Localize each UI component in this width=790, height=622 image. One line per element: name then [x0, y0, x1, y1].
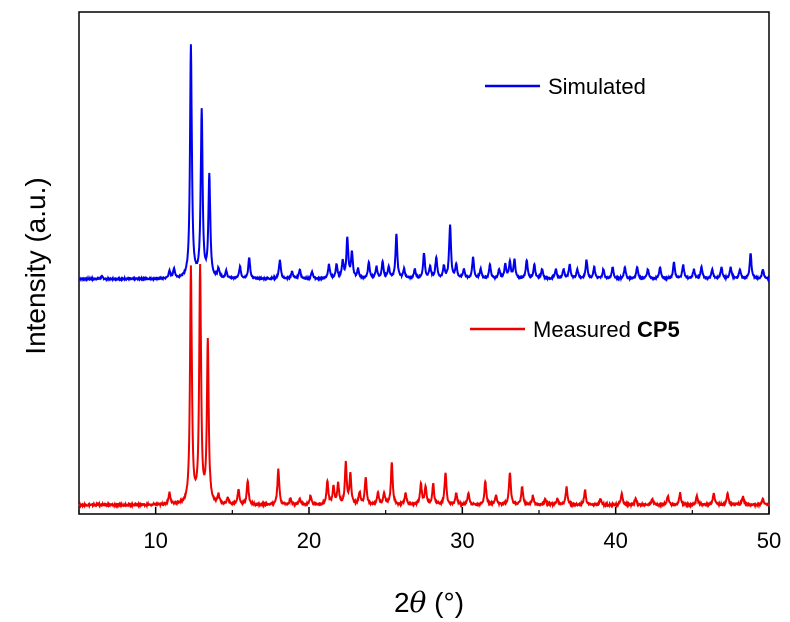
- plot-border: [78, 11, 770, 515]
- legend-entry-measured: Measured CP5: [470, 317, 680, 342]
- x-axis-title-prefix: 2: [394, 587, 410, 618]
- series-line-measured: [78, 263, 770, 510]
- legend-label: Simulated: [548, 74, 646, 99]
- x-axis-title-unit: (°): [426, 587, 464, 618]
- plot-frame: [78, 11, 770, 515]
- series-line-simulated: [78, 44, 770, 283]
- series-layer: [78, 44, 770, 510]
- legend-entry-simulated: Simulated: [485, 74, 646, 99]
- x-tick-label: 50: [757, 528, 781, 553]
- x-tick-label: 40: [603, 528, 627, 553]
- x-axis-title-symbol: θ: [410, 586, 427, 619]
- y-axis-title: Intensity (a.u.): [20, 177, 51, 354]
- legend: Simulated Measured CP5: [470, 74, 680, 342]
- x-axis-title: 2θ (°): [394, 586, 464, 619]
- x-tick-label: 10: [143, 528, 167, 553]
- x-axis-ticks: [78, 507, 770, 514]
- x-tick-label: 30: [450, 528, 474, 553]
- x-axis-tick-labels: 10 20 30 40 50: [143, 528, 781, 553]
- x-tick-label: 20: [297, 528, 321, 553]
- legend-label: Measured CP5: [533, 317, 680, 342]
